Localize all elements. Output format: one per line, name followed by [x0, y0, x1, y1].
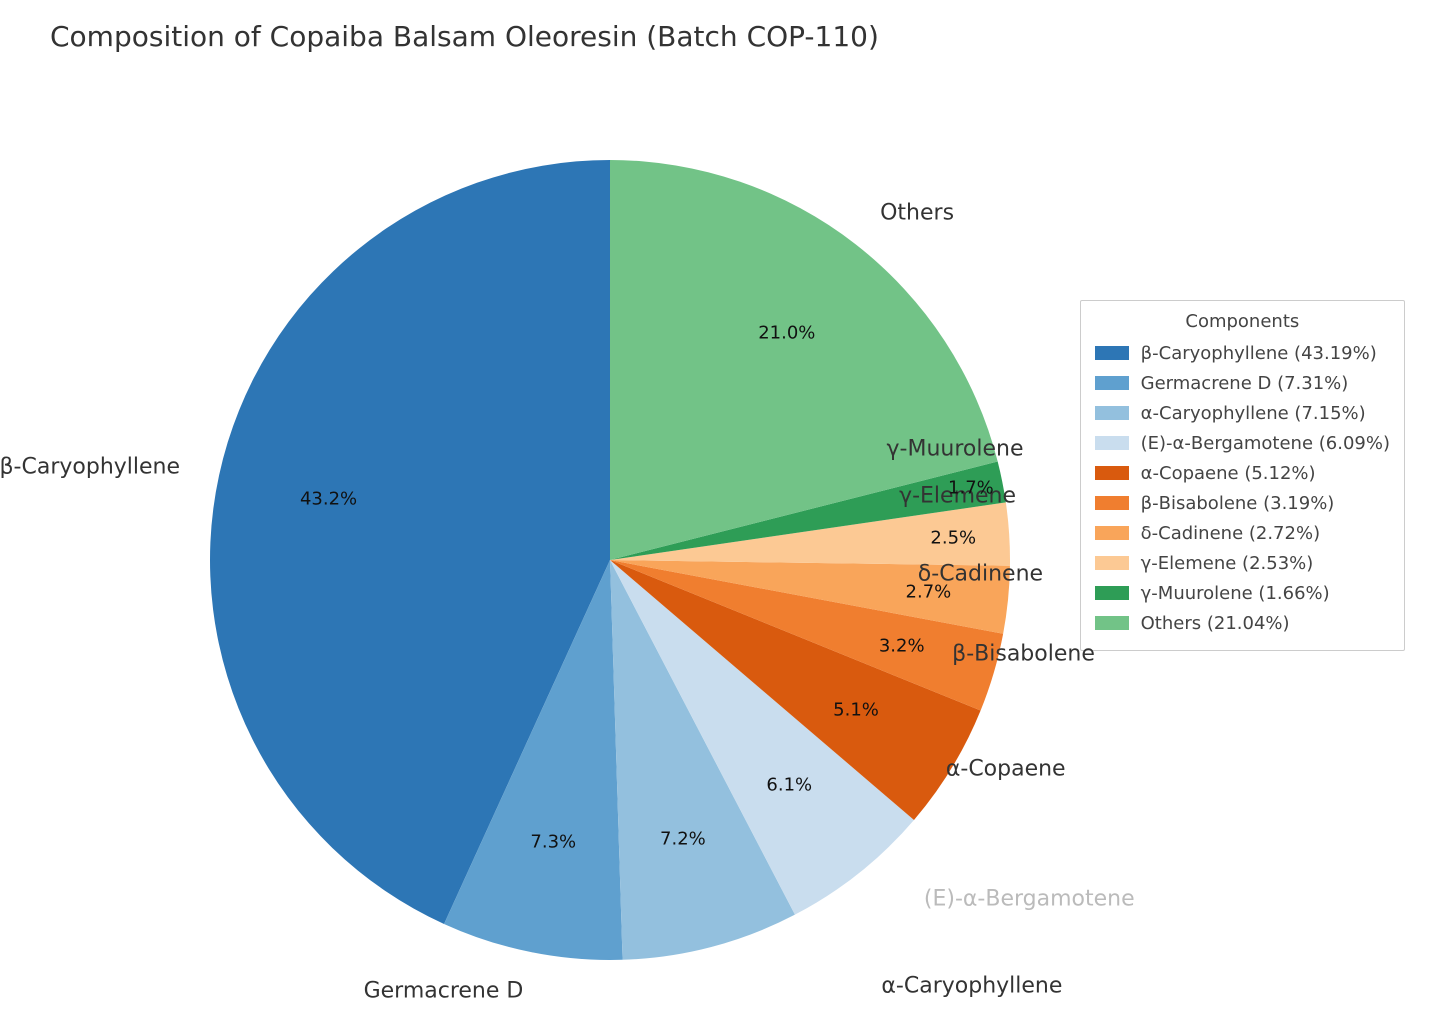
slice-pct: 2.7% — [906, 581, 952, 602]
legend-label: β-Caryophyllene (43.19%) — [1141, 343, 1377, 364]
slice-pct: 2.5% — [930, 527, 976, 548]
legend-item: δ-Cadinene (2.72%) — [1095, 518, 1390, 548]
legend-item: α-Caryophyllene (7.15%) — [1095, 398, 1390, 428]
legend-swatch — [1095, 586, 1129, 600]
legend-swatch — [1095, 496, 1129, 510]
legend-label: γ-Muurolene (1.66%) — [1141, 583, 1330, 604]
legend-swatch — [1095, 526, 1129, 540]
legend-item: (E)-α-Bergamotene (6.09%) — [1095, 428, 1390, 458]
legend-swatch — [1095, 466, 1129, 480]
legend-swatch — [1095, 376, 1129, 390]
legend-label: Germacrene D (7.31%) — [1141, 373, 1349, 394]
legend-swatch — [1095, 346, 1129, 360]
slice-label: β-Bisabolene — [952, 641, 1095, 666]
slice-label: γ-Muurolene — [887, 437, 1024, 462]
slice-pct: 6.1% — [766, 775, 812, 796]
slice-label: α-Copaene — [946, 756, 1066, 781]
slice-label: (E)-α-Bergamotene — [924, 887, 1135, 912]
legend-swatch — [1095, 616, 1129, 630]
legend-swatch — [1095, 556, 1129, 570]
slice-label: Others — [880, 200, 954, 225]
legend-item: β-Caryophyllene (43.19%) — [1095, 338, 1390, 368]
slice-label: β-Caryophyllene — [0, 454, 180, 479]
legend-swatch — [1095, 406, 1129, 420]
legend: Components β-Caryophyllene (43.19%) Germa… — [1080, 300, 1405, 651]
slice-pct: 5.1% — [833, 699, 879, 720]
legend-item: α-Copaene (5.12%) — [1095, 458, 1390, 488]
legend-label: α-Copaene (5.12%) — [1141, 463, 1316, 484]
legend-item: γ-Elemene (2.53%) — [1095, 548, 1390, 578]
slice-pct: 7.3% — [530, 832, 576, 853]
slice-pct: 43.2% — [300, 488, 357, 509]
legend-item: β-Bisabolene (3.19%) — [1095, 488, 1390, 518]
slice-label: Germacrene D — [364, 979, 524, 1004]
slice-pct: 7.2% — [660, 828, 706, 849]
slice-pct: 21.0% — [758, 322, 815, 343]
legend-label: Others (21.04%) — [1141, 613, 1290, 634]
legend-label: β-Bisabolene (3.19%) — [1141, 493, 1335, 514]
legend-item: γ-Muurolene (1.66%) — [1095, 578, 1390, 608]
legend-item: Germacrene D (7.31%) — [1095, 368, 1390, 398]
legend-label: (E)-α-Bergamotene (6.09%) — [1141, 433, 1390, 454]
slice-label: α-Caryophyllene — [881, 973, 1062, 998]
legend-label: α-Caryophyllene (7.15%) — [1141, 403, 1366, 424]
legend-item: Others (21.04%) — [1095, 608, 1390, 638]
legend-swatch — [1095, 436, 1129, 450]
slice-pct: 1.7% — [948, 478, 994, 499]
legend-label: γ-Elemene (2.53%) — [1141, 553, 1314, 574]
legend-title: Components — [1095, 311, 1390, 332]
legend-label: δ-Cadinene (2.72%) — [1141, 523, 1320, 544]
slice-pct: 3.2% — [879, 635, 925, 656]
